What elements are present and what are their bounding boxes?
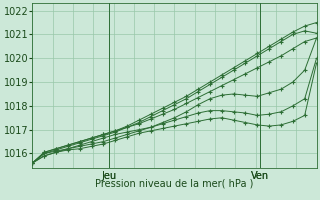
X-axis label: Pression niveau de la mer( hPa ): Pression niveau de la mer( hPa ) bbox=[95, 179, 254, 189]
Text: Jeu: Jeu bbox=[101, 171, 117, 181]
Text: Ven: Ven bbox=[251, 171, 269, 181]
Text: Jeu: Jeu bbox=[101, 171, 117, 181]
Text: Ven: Ven bbox=[251, 171, 269, 181]
